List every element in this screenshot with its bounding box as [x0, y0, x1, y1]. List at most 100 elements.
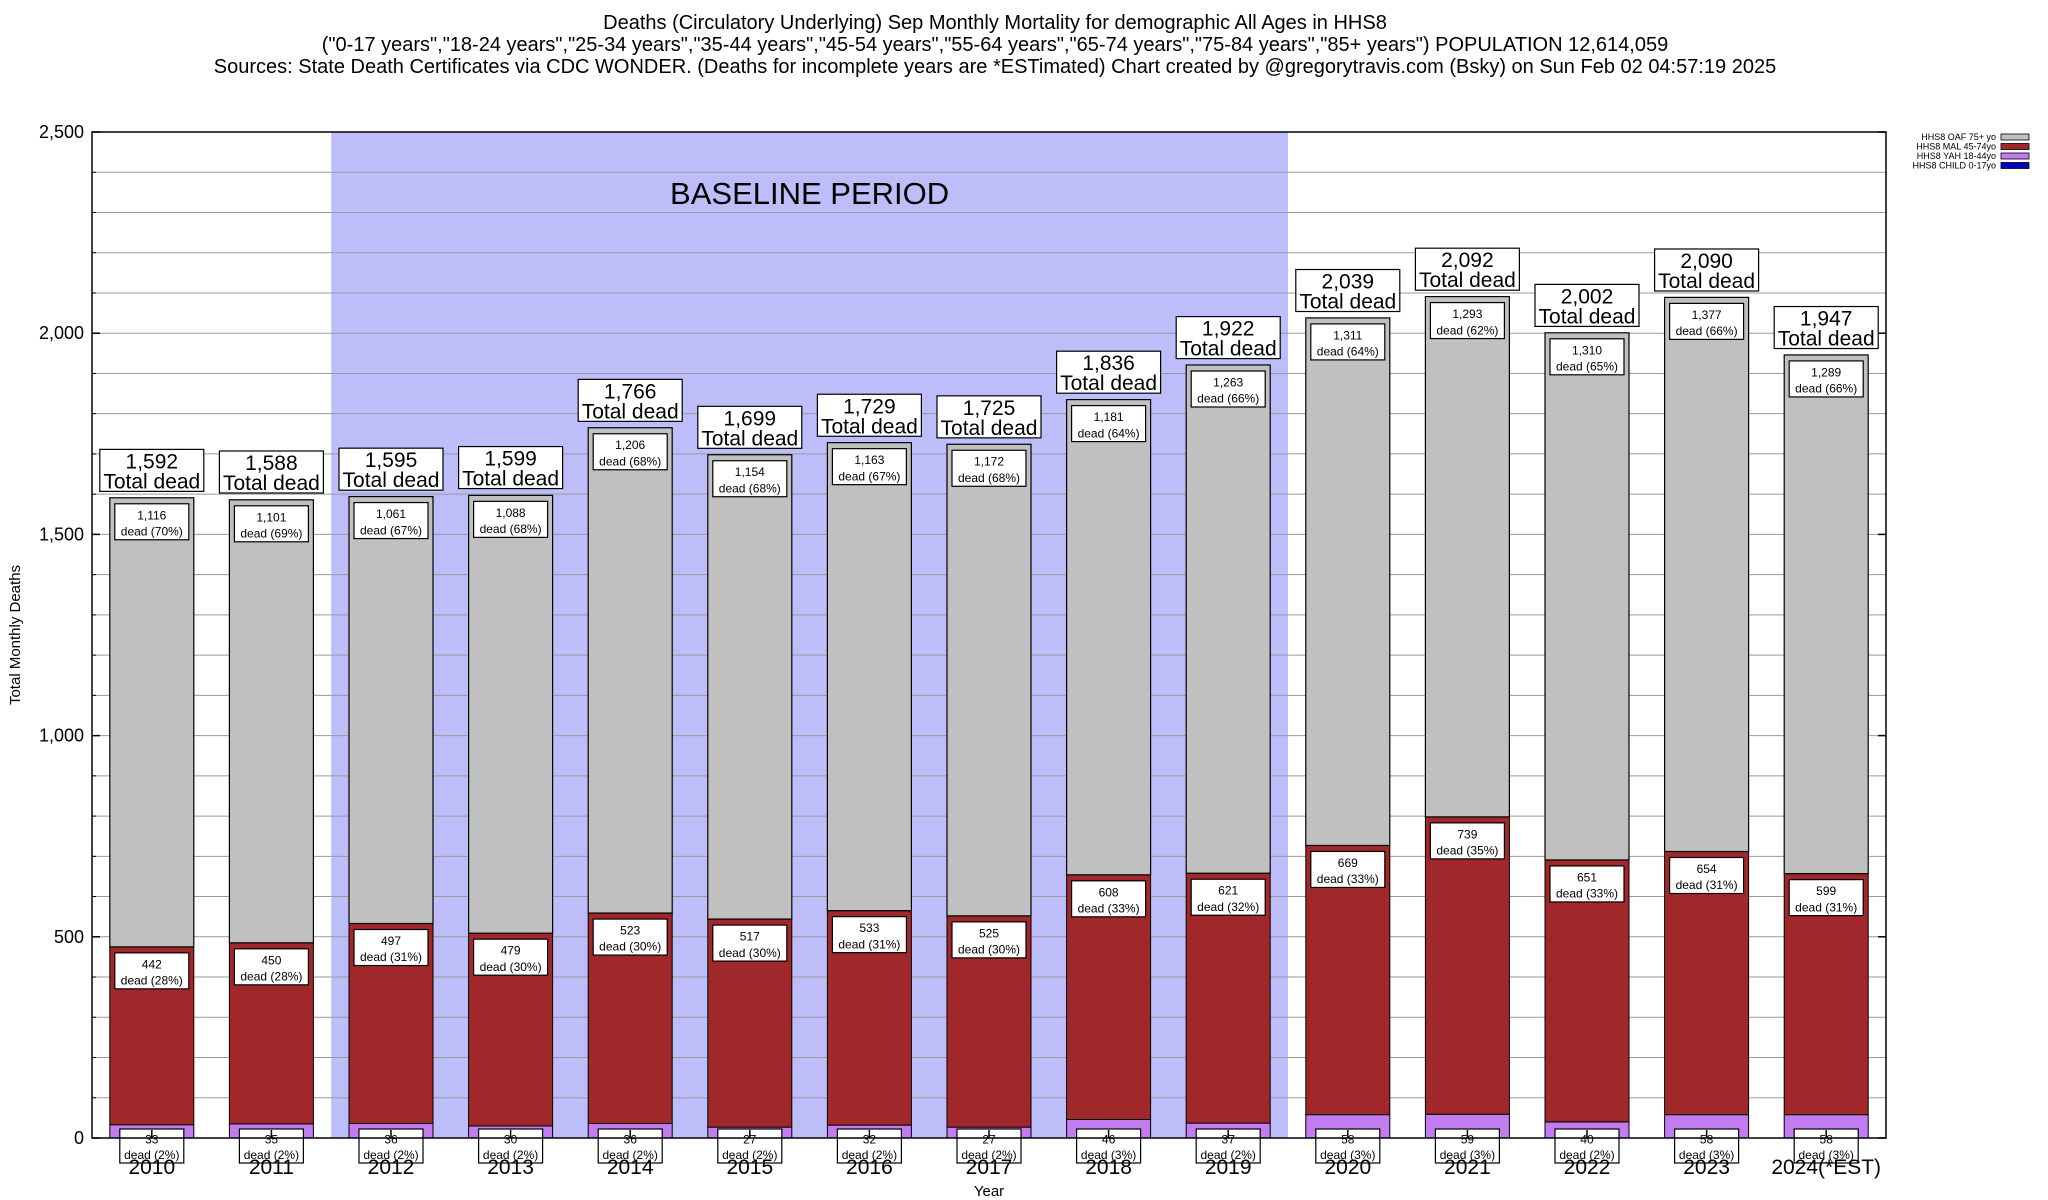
oaf-data-label-text: dead (68%) — [958, 471, 1020, 485]
mal-data-label: 651 dead (33%) — [1549, 865, 1625, 903]
mal-data-label-value: 517 — [740, 930, 760, 944]
yah-data-label-text: dead (2%) — [842, 1148, 897, 1162]
total-box — [1295, 268, 1401, 313]
oaf-data-label-text: dead (66%) — [1676, 324, 1738, 338]
total-text: Total dead — [462, 468, 559, 491]
total-text: Total dead — [821, 415, 918, 438]
mal-data-label-box — [1429, 822, 1506, 860]
bar-oaf — [587, 427, 673, 914]
total-box — [1175, 315, 1281, 360]
mal-data-label-value: 739 — [1457, 827, 1477, 841]
bar-oaf — [1305, 317, 1391, 847]
chart-subtitle-sources: Sources: State Death Certificates via CD… — [213, 56, 1777, 78]
total-value: 1,836 — [1082, 352, 1135, 375]
x-tick-label: 2021 — [1444, 1156, 1491, 1179]
oaf-data-label-value: 1,206 — [615, 438, 645, 452]
mal-data-label-box — [1668, 856, 1745, 895]
oaf-data-label-value: 1,101 — [256, 510, 286, 524]
mal-data-label: 739 dead (35%) — [1429, 822, 1506, 860]
oaf-data-label-text: dead (69%) — [240, 526, 302, 540]
oaf-data-label: 1,293 dead (62%) — [1429, 301, 1506, 340]
mal-data-label-value: 533 — [859, 921, 879, 935]
total-text: Total dead — [1060, 372, 1157, 395]
oaf-data-label-value: 1,311 — [1333, 328, 1362, 342]
mal-data-label: 669 dead (33%) — [1310, 850, 1386, 889]
mal-data-label-box — [1070, 880, 1147, 918]
oaf-data-label-box — [233, 505, 309, 543]
mal-data-label-box — [1788, 879, 1864, 917]
bar-oaf — [946, 443, 1032, 917]
oaf-data-label-value: 1,088 — [496, 506, 526, 520]
oaf-data-label-text: dead (70%) — [121, 524, 183, 538]
legend-swatch — [2000, 152, 2030, 160]
yah-data-label-value: 33 — [145, 1133, 159, 1147]
yah-data-label-value: 36 — [624, 1133, 638, 1147]
oaf-data-label: 1,116 dead (70%) — [114, 503, 190, 541]
x-tick-label: 2010 — [128, 1156, 175, 1179]
mal-data-label-box — [592, 918, 668, 956]
legend-label: HHS8 MAL 45-74yo — [1916, 142, 1996, 152]
bar-oaf — [1185, 364, 1271, 874]
yah-data-label-text: dead (3%) — [1081, 1148, 1136, 1162]
mal-data-label-text: dead (30%) — [958, 943, 1020, 957]
x-tick-label: 2015 — [726, 1156, 773, 1179]
mal-data-label-text: dead (28%) — [240, 970, 302, 984]
total-value: 1,592 — [126, 450, 179, 473]
total-value: 1,725 — [963, 397, 1016, 420]
total-box — [697, 405, 803, 449]
total-value: 2,039 — [1322, 271, 1375, 294]
oaf-data-label-value: 1,061 — [376, 507, 406, 521]
x-tick-label: 2011 — [249, 1156, 294, 1179]
oaf-data-label: 1,061 dead (67%) — [353, 501, 429, 540]
mal-data-label-value: 450 — [261, 953, 281, 967]
mal-data-label: 654 dead (31%) — [1668, 856, 1745, 895]
x-tick-label: 2016 — [846, 1156, 893, 1179]
oaf-data-label-text: dead (66%) — [1795, 382, 1857, 396]
mal-data-label-text: dead (33%) — [1317, 872, 1379, 886]
yah-data-label-value: 37 — [1222, 1133, 1236, 1147]
yah-data-label-box — [956, 1128, 1022, 1164]
total-text: Total dead — [1539, 305, 1636, 328]
oaf-data-label-text: dead (64%) — [1317, 345, 1379, 359]
yah-data-label-value: 46 — [1102, 1133, 1116, 1147]
oaf-data-label: 1,377 dead (66%) — [1668, 302, 1745, 340]
yah-data-label-value: 30 — [504, 1133, 518, 1147]
total-text: Total dead — [1778, 328, 1875, 351]
total-value: 1,595 — [365, 449, 418, 472]
total-box — [577, 378, 683, 422]
oaf-data-label-text: dead (67%) — [838, 469, 900, 483]
yah-data-label-text: dead (2%) — [1559, 1148, 1614, 1162]
y-tick-label: 500 — [54, 927, 84, 947]
mal-data-label-box — [1549, 865, 1625, 903]
bar-mal — [1424, 816, 1510, 1115]
mal-data-label-value: 599 — [1816, 884, 1836, 898]
mal-data-label-text: dead (33%) — [1078, 902, 1140, 916]
y-tick-label: 2,500 — [39, 122, 84, 142]
mal-data-label-value: 654 — [1697, 862, 1717, 876]
yah-data-label-text: dead (2%) — [124, 1148, 179, 1162]
bar-oaf — [1783, 354, 1869, 875]
y-tick-label: 1,000 — [39, 726, 84, 746]
oaf-data-label-value: 1,310 — [1572, 343, 1602, 357]
mal-data-label-value: 523 — [620, 924, 640, 938]
mal-data-label-box — [353, 928, 429, 967]
bar-oaf — [348, 495, 434, 925]
mal-data-label: 497 dead (31%) — [353, 928, 429, 967]
mal-data-label-box — [1190, 878, 1266, 916]
yah-data-label-value: 58 — [1341, 1133, 1355, 1147]
mal-data-label-text: dead (30%) — [719, 946, 781, 960]
